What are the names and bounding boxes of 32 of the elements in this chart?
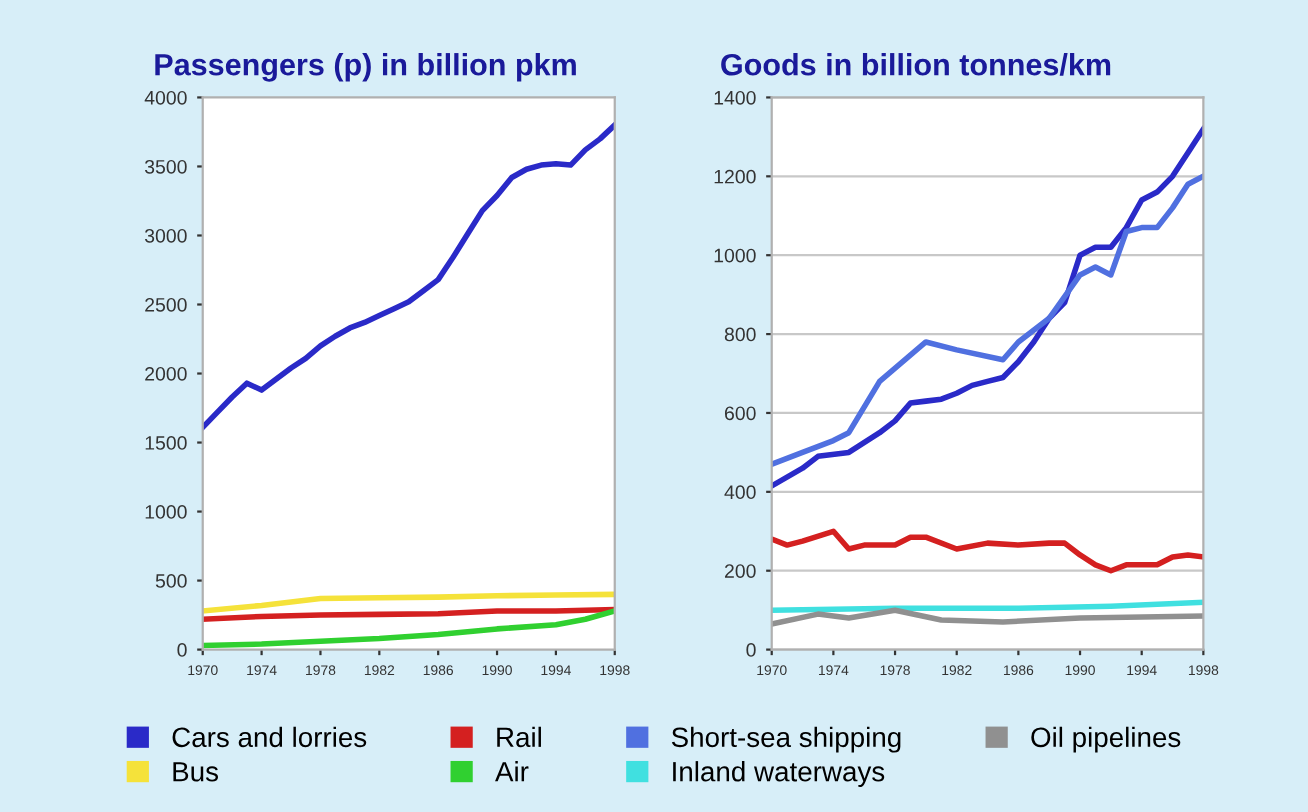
y-tick-label: 2500: [145, 297, 187, 312]
line-series: [771, 528, 1204, 574]
y-tick-label: 1400: [714, 90, 756, 105]
y-tick-label: 3000: [144, 228, 187, 243]
y-tick-label: 400: [724, 485, 756, 500]
y-tick-label: 1500: [145, 436, 187, 450]
y-tick-label: 600: [724, 406, 756, 421]
line-series: [771, 126, 1204, 489]
y-tick-label: 2000: [145, 366, 187, 381]
legend-label: Cars and lorries: [172, 726, 367, 748]
legend-label: Short-sea shipping: [671, 726, 901, 753]
legend-label: Bus: [173, 762, 219, 782]
chart-title: Passengers (p) in billion pkm: [155, 53, 576, 82]
y-tick-label: 4000: [144, 90, 187, 105]
y-tick-label: 3500: [144, 159, 187, 174]
legend-label: Rail: [497, 726, 541, 748]
line-series: [771, 173, 1204, 468]
y-tick-label: 1000: [145, 505, 187, 519]
y-tick-label: 200: [724, 564, 756, 578]
line-series: [771, 607, 1204, 627]
y-tick-label: 0: [177, 643, 187, 657]
chart-title: Goods in billion tonnes/km: [721, 53, 1111, 76]
y-tick-label: 0: [746, 643, 756, 657]
legend-label: Inland waterways: [673, 761, 885, 787]
legend-label: Air: [495, 761, 529, 782]
y-tick-label: 1200: [714, 169, 756, 184]
line-series: [202, 591, 615, 614]
line-series: [202, 122, 615, 431]
y-tick-label: 500: [155, 574, 187, 588]
legend-label: Oil pipelines: [1031, 726, 1181, 753]
y-tick-label: 800: [724, 327, 756, 342]
y-tick-label: 1000: [714, 248, 756, 263]
